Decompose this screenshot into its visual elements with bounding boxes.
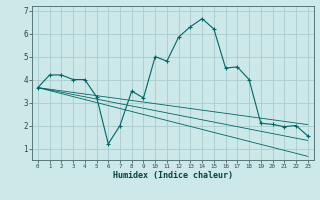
X-axis label: Humidex (Indice chaleur): Humidex (Indice chaleur) (113, 171, 233, 180)
